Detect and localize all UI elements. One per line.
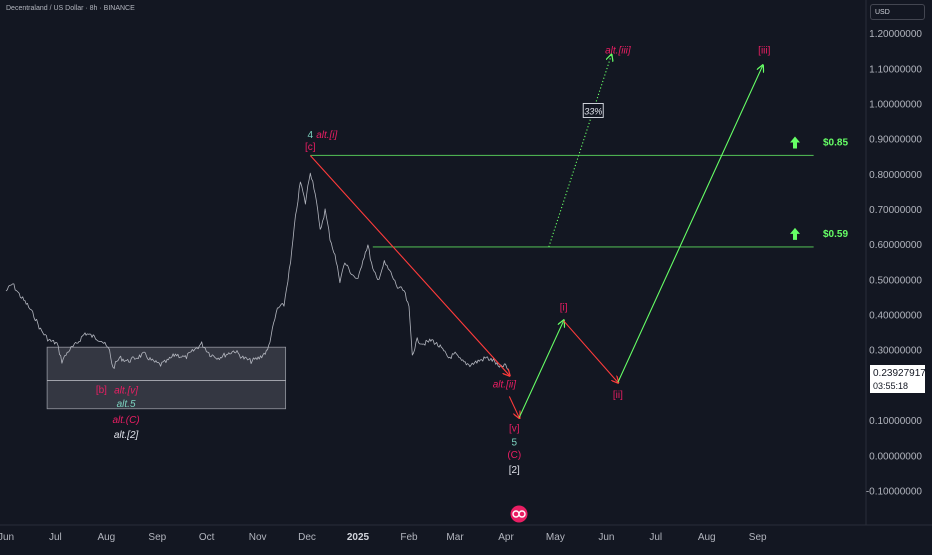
bearish-wave-arrow [309, 155, 509, 375]
price-tick-label: 0.00000000 [869, 451, 922, 462]
wave-label: (C) [507, 450, 521, 461]
target-level-label: $0.59 [823, 229, 848, 240]
chart-title: Decentraland / US Dollar · 8h · BINANCE [6, 5, 135, 12]
wave-label: alt.[iii] [605, 45, 631, 56]
wave-label: [c] [305, 142, 316, 153]
time-tick-label: Sep [749, 532, 767, 543]
target-level-label: $0.85 [823, 137, 848, 148]
last-price-value: 0.23927917 [873, 368, 926, 379]
up-arrow-icon [790, 227, 800, 240]
time-tick-label: Aug [97, 532, 115, 543]
wave-label: alt.5 [117, 399, 136, 410]
price-tick-label: 1.20000000 [869, 29, 922, 40]
price-tick-label: 0.90000000 [869, 135, 922, 146]
bearish-wave-arrow [563, 320, 618, 383]
currency-selector[interactable]: USD [870, 4, 925, 20]
price-tick-label: 0.40000000 [869, 311, 922, 322]
last-price-tag: 0.23927917 03:55:18 [869, 364, 926, 394]
wave-label: [ii] [613, 390, 623, 401]
time-tick-label: 2025 [347, 532, 370, 543]
price-tick-label: -0.10000000 [866, 486, 923, 497]
time-tick-label: Jul [49, 532, 62, 543]
wave-label: [i] [560, 302, 568, 313]
time-tick-label: Nov [249, 532, 267, 543]
wave-label: [v] [509, 424, 520, 435]
time-tick-label: Jul [649, 532, 662, 543]
bullish-wave-arrow [617, 66, 763, 383]
wave-label: alt.[i] [316, 130, 337, 141]
wave-label: [2] [509, 465, 520, 476]
bearish-wave-arrow [508, 396, 519, 417]
time-tick-label: Oct [199, 532, 215, 543]
time-tick-label: Jun [0, 532, 14, 543]
price-tick-label: 0.60000000 [869, 240, 922, 251]
wave-label: alt.[ii] [493, 380, 517, 391]
price-series-line [5, 172, 510, 373]
alt-projection-arrow [548, 55, 612, 248]
price-tick-label: 0.50000000 [869, 275, 922, 286]
time-tick-label: Mar [446, 532, 464, 543]
price-tick-label: 1.10000000 [869, 64, 922, 75]
wave-label: alt.(C) [112, 415, 139, 426]
time-tick-label: Jun [598, 532, 614, 543]
time-tick-label: Sep [148, 532, 166, 543]
up-arrow-icon [790, 136, 800, 149]
time-tick-label: Dec [298, 532, 316, 543]
wave-label: 4 [308, 130, 314, 141]
wave-label: 5 [511, 438, 517, 449]
wave-label: [iii] [758, 45, 770, 56]
price-tick-label: 0.30000000 [869, 346, 922, 357]
time-tick-label: Aug [698, 532, 716, 543]
price-tick-label: 0.10000000 [869, 416, 922, 427]
probability-badge [582, 103, 604, 118]
price-tick-label: 0.70000000 [869, 205, 922, 216]
time-tick-label: Apr [498, 532, 514, 543]
price-tick-label: 1.00000000 [869, 99, 922, 110]
probability-label: 33% [584, 106, 602, 116]
price-tick-label: 0.80000000 [869, 170, 922, 181]
range-box [46, 346, 287, 410]
tradingview-logo-icon[interactable] [510, 505, 528, 523]
wave-label: alt.[v] [114, 386, 138, 397]
time-tick-label: Feb [400, 532, 418, 543]
wave-label: [b] [96, 385, 107, 396]
time-tick-label: May [546, 532, 565, 543]
wave-label: alt.[2] [114, 430, 139, 441]
bar-countdown: 03:55:18 [873, 381, 909, 391]
bullish-wave-arrow [518, 321, 563, 418]
